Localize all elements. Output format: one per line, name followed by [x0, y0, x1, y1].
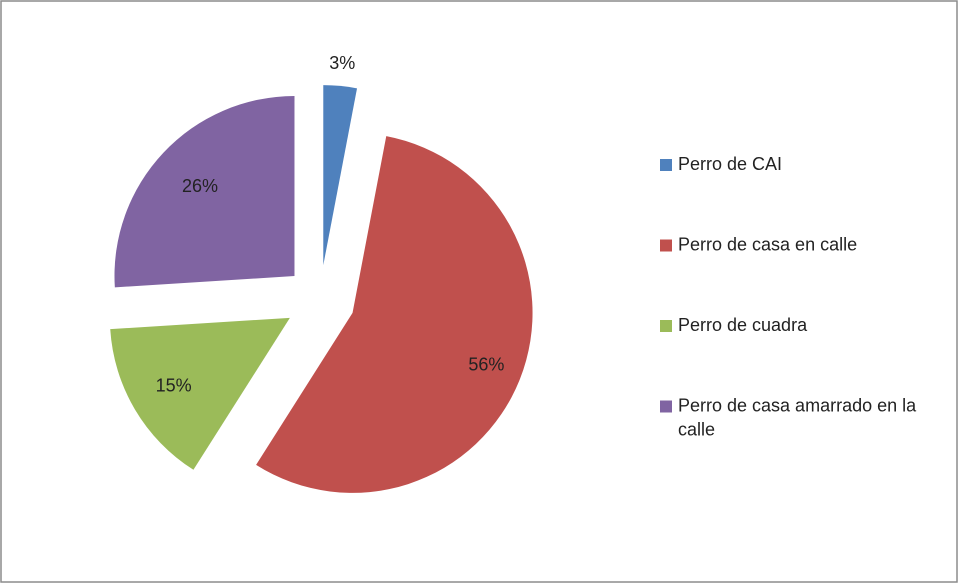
pie-slice — [323, 85, 358, 266]
legend-line: calle — [678, 419, 715, 439]
legend-swatch — [660, 320, 672, 332]
pie-slice — [110, 317, 290, 470]
pie-slice — [256, 136, 533, 493]
legend-label: Perro de cuadra — [678, 315, 808, 335]
data-label: 3% — [329, 53, 355, 73]
legend-label: Perro de casa amarrado en la calle — [678, 395, 917, 439]
pie-slice — [114, 96, 295, 288]
legend-swatch — [660, 400, 672, 413]
legend-swatch — [660, 159, 672, 171]
legend-swatch — [660, 239, 672, 252]
legend-label: Perro de casa en calle — [678, 234, 857, 254]
legend-line: Perro de casa amarrado en la — [678, 395, 917, 415]
data-label: 15% — [156, 375, 192, 395]
legend-label: Perro de CAI — [678, 154, 782, 174]
data-label: 56% — [468, 355, 504, 375]
data-label: 26% — [182, 176, 218, 196]
